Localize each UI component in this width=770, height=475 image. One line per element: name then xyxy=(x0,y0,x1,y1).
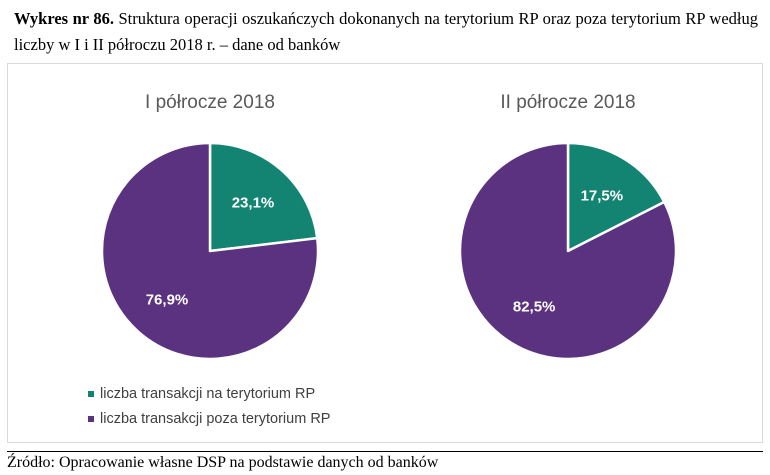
pie-1-label-off-territory: 76,9% xyxy=(146,291,189,308)
chart-frame xyxy=(7,63,763,443)
pie-2-label-off-territory: 82,5% xyxy=(513,298,556,315)
legend-item-on-territory: liczba transakcji na terytorium RP xyxy=(88,383,330,405)
pie-2-slice-off-territory xyxy=(458,141,678,361)
legend-swatch-teal xyxy=(88,391,94,397)
pie-1-label-on-territory: 23,1% xyxy=(232,195,275,212)
pie-2-label-on-territory: 17,5% xyxy=(581,188,624,205)
pie-1-slice-on-territory xyxy=(208,141,319,253)
legend-swatch-purple xyxy=(88,416,94,422)
pie-2-title: II półrocze 2018 xyxy=(500,92,636,113)
pie-1-title: I półrocze 2018 xyxy=(145,92,275,113)
legend: liczba transakcji na terytorium RP liczb… xyxy=(88,383,330,433)
pie-2-slice-on-territory xyxy=(566,141,666,253)
pie-chart-h2: 17,5% 82,5% xyxy=(458,141,678,361)
caption-text: Struktura operacji oszukańczych dokonany… xyxy=(14,9,758,54)
source-note: Źródło: Opracowanie własne DSP na podsta… xyxy=(7,454,439,471)
pie-chart-h1: 23,1% 76,9% xyxy=(100,141,320,361)
caption-lead: Wykres nr 86. xyxy=(14,9,114,28)
figure-caption: Wykres nr 86. Struktura operacji oszukań… xyxy=(14,6,758,58)
pie-1-slice-off-territory xyxy=(100,141,320,361)
legend-item-off-territory: liczba transakcji poza terytorium RP xyxy=(88,408,330,430)
legend-label-on-territory: liczba transakcji na terytorium RP xyxy=(100,386,316,402)
source-divider xyxy=(7,451,763,452)
legend-label-off-territory: liczba transakcji poza terytorium RP xyxy=(100,411,331,427)
